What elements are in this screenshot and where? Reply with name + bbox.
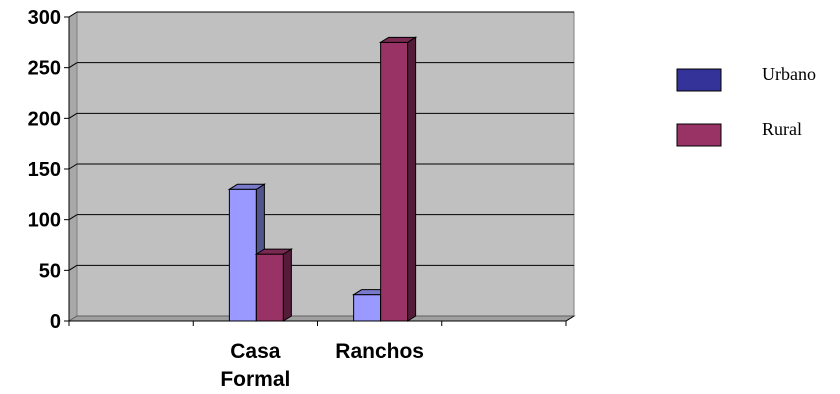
y-tick-label: 250 [28,58,61,80]
bar-side [282,248,292,322]
gridline-diagonal [68,214,78,221]
bar [254,248,294,322]
gridline-diagonal [68,112,78,119]
legend-label: Urbano [762,64,816,84]
bar-top [254,248,294,255]
plot-floor [67,315,576,322]
bar-top [227,183,267,190]
y-tick-label: 150 [28,159,61,181]
y-tick-label: 200 [28,108,61,130]
plot-area [67,11,576,322]
legend-item: Urbano [676,64,816,92]
bar-side [407,36,417,322]
gridline-diagonal [68,264,78,271]
legend-swatch [676,123,722,147]
bar-front [380,41,409,322]
gridline-diagonal [68,11,78,18]
axes: 0 50 100 150 200 250 300 Casa Formal Ranchos [28,7,575,391]
x-axis-end [565,315,575,322]
y-tick-label: 0 [50,311,61,333]
y-tick-label: 50 [39,260,61,282]
legend-label: Rural [762,119,802,139]
y-tick-label: 300 [28,7,61,29]
y-tick-label: 100 [28,210,61,232]
gridline-diagonal [68,62,78,69]
bar [378,36,418,322]
bar-front [255,253,284,322]
x-tick-label: Casa [230,340,281,363]
bar-front [228,188,257,322]
gridline-diagonal [68,163,78,170]
legend: Urbano Rural [676,64,816,147]
legend-swatch [676,68,722,92]
x-tick-label: Formal [220,368,290,391]
legend-item: Rural [676,119,802,147]
bar-top [378,36,418,43]
x-tick-label: Ranchos [335,340,424,363]
bar-front [353,294,382,322]
bars [227,36,418,322]
